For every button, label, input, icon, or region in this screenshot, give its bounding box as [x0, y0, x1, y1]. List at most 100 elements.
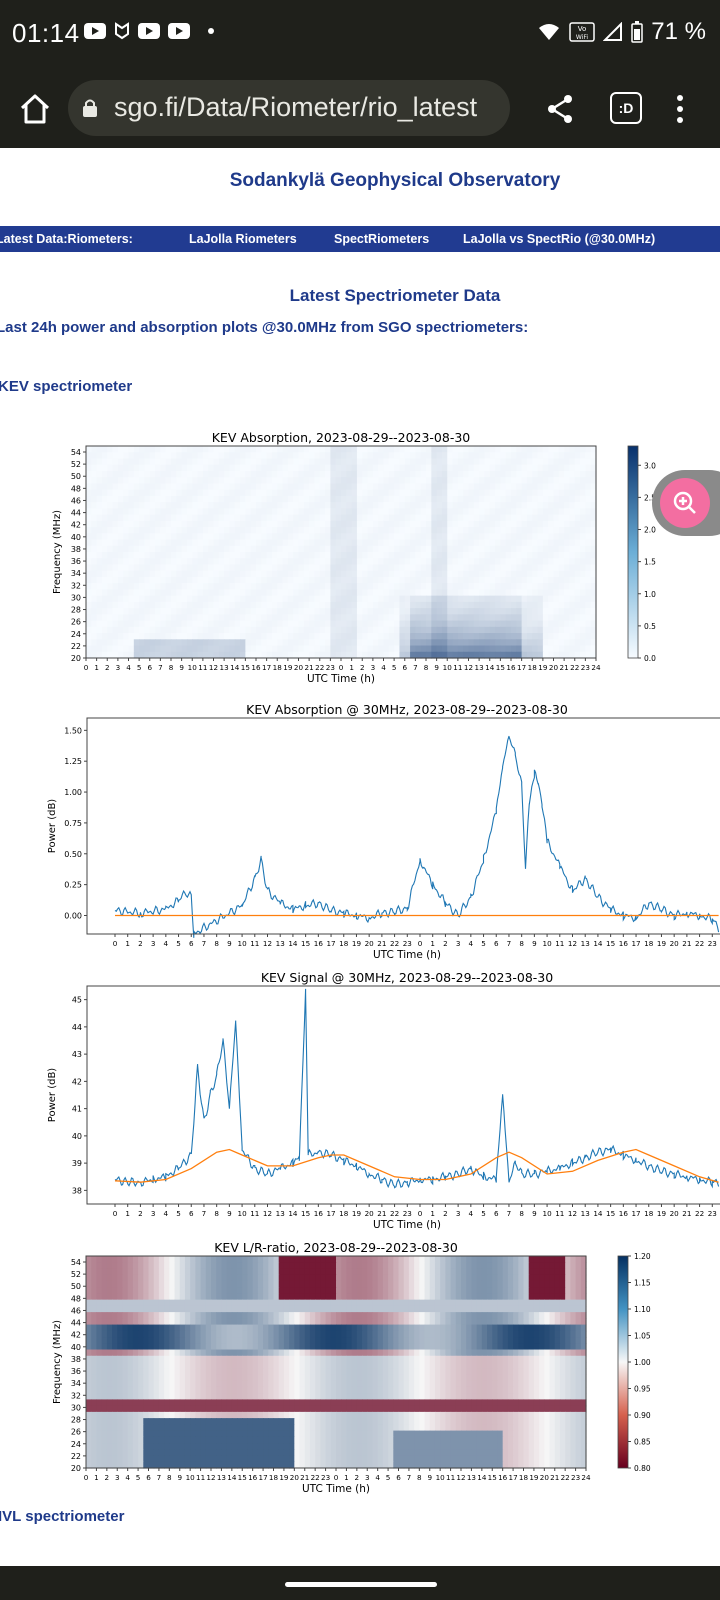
- heatmap-cell: [495, 645, 501, 653]
- heatmap-cell: [132, 1324, 139, 1332]
- heatmap-cell: [266, 483, 273, 491]
- heatmap-cell: [410, 595, 416, 603]
- more-vert-icon[interactable]: [676, 94, 684, 124]
- x-tick-label: 10: [543, 1209, 553, 1218]
- heatmap-cell: [266, 458, 273, 466]
- heatmap-cell: [526, 458, 533, 466]
- heatmap-cell: [213, 452, 220, 460]
- heatmap-cell: [283, 1256, 290, 1263]
- heatmap-cell: [91, 1262, 98, 1270]
- tab-switcher-button[interactable]: :D: [610, 92, 642, 124]
- nav-lajolla-vs-spectrio[interactable]: LaJolla vs SpectRio (@30.0MHz): [463, 232, 656, 246]
- heatmap-cell: [155, 483, 161, 491]
- heatmap-cell: [277, 452, 284, 460]
- heatmap-cell: [434, 1280, 441, 1288]
- heatmap-cell: [294, 1305, 301, 1313]
- heatmap-cell: [356, 1318, 363, 1326]
- heatmap-cell: [256, 527, 262, 534]
- heatmap-cell: [205, 1318, 212, 1326]
- heatmap-cell: [266, 545, 273, 553]
- heatmap-cell: [184, 1318, 191, 1326]
- heatmap-cell: [197, 595, 204, 603]
- heatmap-cell: [473, 533, 480, 541]
- heatmap-cell: [554, 1312, 561, 1319]
- heatmap-cell: [287, 633, 294, 640]
- heatmap-cell: [282, 601, 289, 609]
- heatmap-cell: [240, 608, 246, 615]
- heatmap-cell: [240, 489, 246, 497]
- heatmap-cell: [216, 1293, 223, 1301]
- heatmap-cell: [590, 589, 597, 597]
- heatmap-cell: [309, 570, 316, 578]
- y-tick-label: 40: [72, 1132, 82, 1141]
- heatmap-cell: [521, 520, 528, 528]
- heatmap-cell: [554, 1274, 561, 1282]
- share-icon[interactable]: [546, 94, 574, 124]
- heatmap-cell: [96, 608, 103, 615]
- heatmap-cell: [575, 1280, 582, 1288]
- heatmap-cell: [558, 502, 565, 509]
- heatmap-cell: [261, 477, 268, 485]
- heatmap-cell: [511, 458, 517, 466]
- heatmap-cell: [325, 464, 331, 472]
- heatmap-cell: [289, 1293, 295, 1301]
- heatmap-cell: [315, 1262, 321, 1270]
- heatmap-cell: [372, 1318, 379, 1326]
- heatmap-cell: [218, 508, 225, 516]
- heatmap-cell: [107, 508, 114, 516]
- home-icon[interactable]: [18, 92, 52, 126]
- heatmap-cell: [122, 1268, 129, 1276]
- heatmap-cell: [346, 614, 353, 622]
- heatmap-cell: [319, 576, 326, 584]
- heatmap-cell: [570, 1256, 577, 1263]
- heatmap-cell: [278, 1312, 285, 1319]
- heatmap-cell: [299, 1262, 306, 1270]
- heatmap-cell: [528, 1330, 535, 1338]
- nav-spectriometers[interactable]: SpectRiometers: [334, 232, 430, 246]
- heatmap-cell: [394, 483, 401, 491]
- heatmap-cell: [158, 1274, 165, 1282]
- heatmap-cell: [574, 583, 581, 591]
- heatmap-cell: [415, 514, 422, 522]
- heatmap-cell: [424, 1293, 431, 1301]
- heatmap-cell: [208, 570, 215, 578]
- heatmap-cell: [580, 583, 586, 591]
- heatmap-cell: [211, 1312, 217, 1319]
- heatmap-cell: [117, 1256, 124, 1263]
- heatmap-cell: [335, 570, 342, 578]
- x-axis-label: UTC Time (h): [373, 1219, 441, 1231]
- heatmap-cell: [351, 489, 358, 497]
- x-tick-label: 5: [137, 663, 142, 672]
- x-tick-label: 17: [631, 1209, 640, 1218]
- heatmap-cell: [473, 489, 480, 497]
- nav-lajolla-riometers[interactable]: LaJolla Riometers: [189, 232, 297, 246]
- heatmap-cell: [457, 595, 464, 603]
- heatmap-cell: [351, 1262, 358, 1270]
- heatmap-cell: [378, 614, 385, 622]
- heatmap-cell: [436, 595, 443, 603]
- heatmap-cell: [144, 502, 151, 509]
- x-tick-label: 15: [606, 939, 615, 948]
- heatmap-cell: [184, 1262, 191, 1270]
- heatmap-cell: [532, 508, 539, 516]
- heatmap-cell: [574, 552, 581, 559]
- nav-latest-data[interactable]: Latest Data:Riometers:: [0, 232, 133, 246]
- heatmap-cell: [149, 539, 156, 547]
- heatmap-cell: [434, 1287, 441, 1295]
- heatmap-cell: [388, 533, 395, 541]
- heatmap-cell: [91, 1330, 98, 1338]
- heatmap-cell: [277, 477, 284, 485]
- heatmap-cell: [294, 1312, 301, 1319]
- heatmap-cell: [330, 489, 337, 497]
- heatmap-cell: [537, 527, 544, 534]
- heatmap-cell: [408, 1330, 415, 1338]
- address-bar[interactable]: sgo.fi/Data/Riometer/rio_latest: [68, 80, 510, 136]
- heatmap-cell: [165, 470, 172, 478]
- heatmap-cell: [585, 633, 592, 640]
- heatmap-cell: [424, 1268, 431, 1276]
- heatmap-cell: [463, 489, 470, 497]
- heatmap-cell: [505, 564, 512, 572]
- heatmap-cell: [574, 651, 581, 659]
- heatmap-cell: [91, 477, 98, 485]
- heatmap-cell: [356, 446, 363, 453]
